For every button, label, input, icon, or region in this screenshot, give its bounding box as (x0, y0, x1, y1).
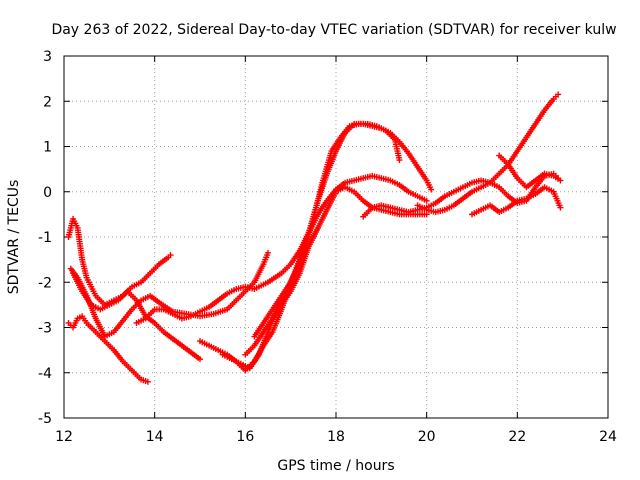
y-tick-label: 0 (43, 185, 52, 201)
data-point (557, 204, 564, 211)
x-tick-label: 24 (599, 429, 617, 445)
data-point (144, 378, 151, 385)
data-point (423, 197, 430, 204)
series-arc-2 (65, 215, 174, 308)
data-point (314, 224, 321, 231)
series-arc-4 (70, 270, 203, 363)
y-tick-label: 3 (43, 49, 52, 65)
data-point (265, 249, 271, 256)
y-tick-label: -2 (38, 275, 52, 291)
y-tick-label: -1 (38, 230, 52, 246)
series-arc-11 (414, 91, 562, 216)
series-arc-9 (242, 224, 321, 358)
y-tick-label: -5 (38, 411, 52, 427)
series-arc-3 (67, 249, 271, 340)
y-tick-label: 1 (43, 140, 52, 156)
y-tick-label: -4 (38, 366, 52, 382)
x-tick-label: 14 (146, 429, 164, 445)
series-arc-12 (469, 184, 564, 218)
data-point (396, 157, 403, 164)
series-arc-13 (496, 152, 564, 191)
data-marks (65, 91, 564, 385)
data-point (167, 252, 174, 259)
x-tick-label: 16 (236, 429, 254, 445)
data-point (197, 356, 203, 363)
y-tick-label: -3 (38, 321, 52, 337)
x-axis-label: GPS time / hours (277, 458, 394, 474)
x-tick-label: 18 (327, 429, 345, 445)
chart-title: Day 263 of 2022, Sidereal Day-to-day VTE… (51, 22, 616, 38)
data-point (557, 177, 564, 184)
data-point (555, 91, 562, 98)
data-point (428, 186, 435, 193)
y-axis-label: SDTVAR / TECUs (6, 180, 22, 295)
series-arc-1 (65, 313, 151, 385)
x-tick-label: 12 (55, 429, 73, 445)
x-tick-label: 22 (508, 429, 526, 445)
grid-lines (64, 56, 608, 418)
y-tick-label: 2 (43, 94, 52, 110)
x-tick-label: 20 (418, 429, 436, 445)
